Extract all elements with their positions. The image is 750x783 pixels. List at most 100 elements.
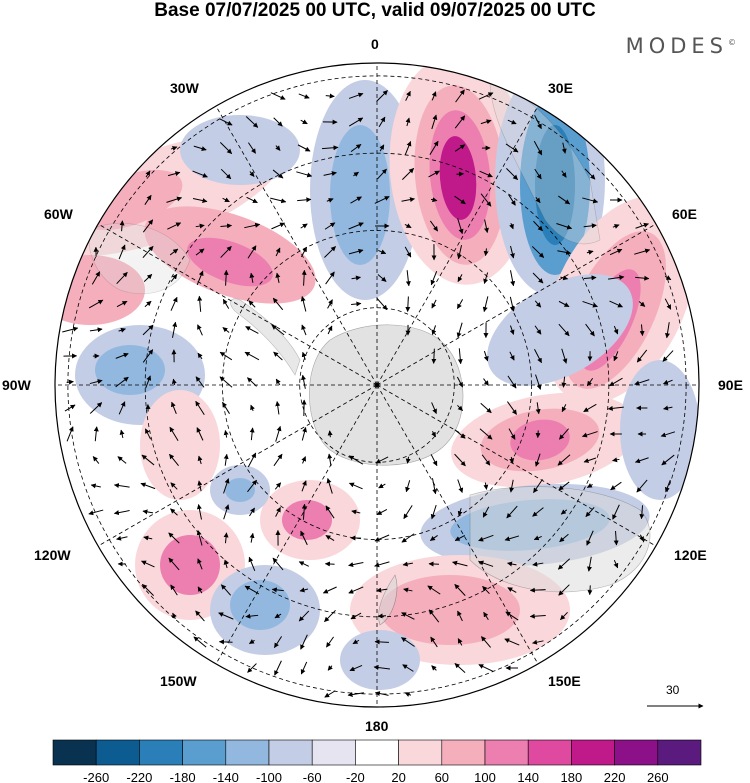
wind-arrow (587, 585, 593, 596)
wind-arrow (480, 119, 492, 125)
wind-arrow (327, 665, 333, 671)
wind-arrow (612, 457, 620, 463)
wind-arrow (142, 324, 154, 336)
wind-arrow (608, 275, 625, 280)
wind-arrow (222, 197, 230, 203)
wind-arrow (532, 507, 544, 517)
wind-arrow (504, 535, 520, 542)
wind-arrow (533, 479, 543, 494)
wind-arrow (249, 639, 255, 645)
wind-arrow (197, 455, 203, 465)
wind-arrow (272, 169, 284, 179)
wind-arrow (613, 559, 619, 569)
wind-arrow (482, 296, 489, 313)
wind-arrow (322, 145, 339, 151)
wind-arrow (634, 379, 650, 386)
wind-arrow (219, 142, 233, 154)
wind-arrow (275, 425, 282, 442)
wind-arrow (377, 274, 387, 282)
colorbar-tick-label: -100 (256, 770, 282, 783)
wind-arrow (533, 140, 543, 156)
wind-arrow (454, 195, 466, 205)
wind-arrow (196, 504, 202, 520)
wind-arrow (348, 117, 364, 127)
wind-arrow (379, 144, 385, 152)
lon-label-90w: 90W (2, 377, 31, 393)
lon-label-60w: 60W (44, 206, 73, 222)
wind-arrow (560, 275, 569, 281)
wind-arrow (429, 535, 438, 541)
wind-arrow (172, 612, 177, 620)
wind-arrow (457, 218, 464, 235)
wind-arrow (582, 197, 599, 204)
wind-arrow (405, 270, 411, 287)
wind-arrow (170, 146, 178, 151)
wind-arrow (507, 587, 517, 593)
wind-arrow (274, 482, 282, 490)
wind-arrow (222, 298, 230, 309)
wind-arrow (506, 505, 518, 519)
wind-arrow (457, 348, 463, 365)
wind-arrow (171, 378, 177, 386)
wind-arrow (275, 401, 281, 415)
wind-arrow (583, 275, 597, 281)
colorbar-tick-label: 140 (517, 770, 539, 783)
colorbar-tick-label: -140 (213, 770, 239, 783)
wind-arrow (245, 116, 259, 128)
map-title: Base 07/07/2025 00 UTC, valid 09/07/2025… (154, 0, 596, 21)
wind-arrow (325, 534, 335, 542)
wind-arrow (245, 326, 259, 334)
wind-arrow (142, 509, 154, 515)
wind-arrow (529, 613, 546, 619)
colorbar-swatch (614, 739, 659, 766)
wind-arrow (248, 300, 256, 308)
wind-arrow (534, 168, 542, 180)
wind-arrow (427, 585, 441, 595)
wind-arrow (586, 530, 594, 546)
lon-label-150e: 150E (548, 673, 581, 689)
wind-arrow (374, 691, 389, 697)
wind-arrow (403, 587, 413, 593)
wind-arrow (508, 428, 516, 440)
wind-arrow (300, 634, 308, 650)
wind-arrow (481, 636, 491, 648)
wind-arrow (169, 453, 179, 467)
wind-arrow (166, 196, 183, 203)
wind-arrow (457, 479, 464, 493)
wind-arrow (141, 560, 155, 568)
wind-arrow (144, 428, 152, 440)
wind-arrow (378, 249, 387, 255)
wind-arrow (270, 197, 287, 204)
wind-arrow (401, 637, 415, 647)
wind-arrow (586, 249, 594, 255)
wind-arrow (457, 404, 463, 412)
meridian-line (97, 384, 378, 547)
wind-arrow (246, 196, 258, 204)
wind-arrow (296, 171, 313, 178)
lon-label-90e: 90E (718, 377, 743, 393)
colorbar-swatch (398, 739, 443, 766)
wind-arrow (531, 246, 545, 258)
wind-arrow (483, 611, 489, 620)
anomaly-field (55, 63, 699, 707)
wind-arrow (529, 587, 546, 593)
anomaly-blob (95, 345, 165, 395)
reference-vector-label: 30 (666, 683, 680, 697)
wind-arrow (507, 375, 517, 389)
antarctica-shape (309, 324, 464, 466)
wind-arrow (91, 271, 101, 285)
wind-arrow (347, 692, 364, 698)
wind-arrow (558, 323, 570, 337)
wind-arrow (482, 506, 490, 518)
wind-arrow (429, 220, 439, 232)
meridian-line (376, 384, 539, 665)
anomaly-blob (180, 115, 300, 185)
wind-arrow (170, 508, 178, 516)
wind-arrow (322, 586, 337, 594)
wind-arrow (327, 325, 333, 335)
wind-arrow (219, 376, 233, 388)
wind-arrow (197, 295, 203, 312)
wind-arrow (223, 559, 229, 569)
wind-arrow (117, 456, 127, 464)
graticule (55, 63, 699, 707)
